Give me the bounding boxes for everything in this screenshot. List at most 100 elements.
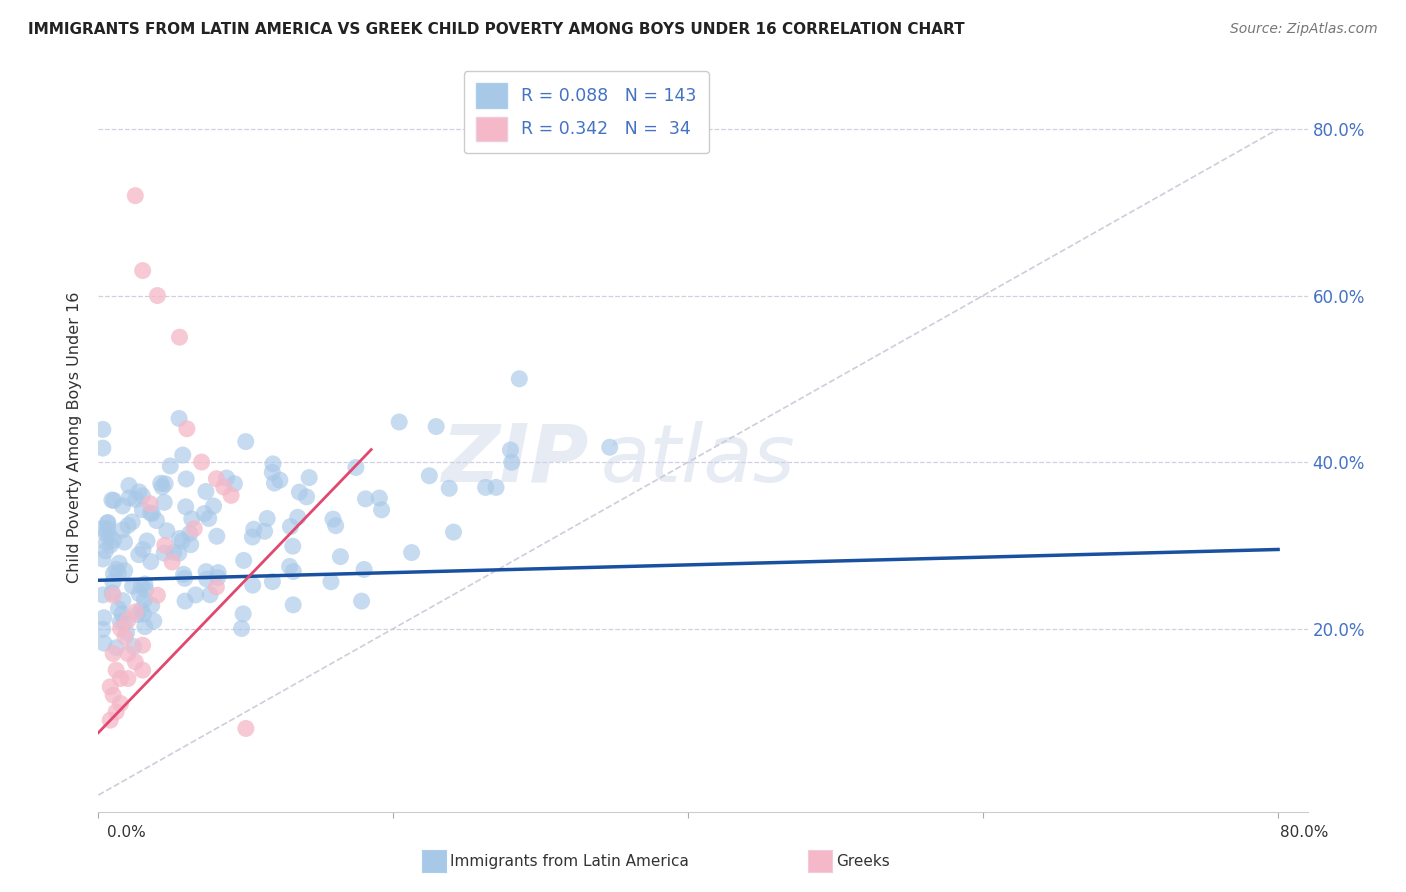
Point [298, 470, 321, 484]
Text: ZIP: ZIP [440, 420, 588, 499]
Point [508, 372, 530, 386]
Point [295, 490, 318, 504]
Point [139, 555, 162, 569]
Point [146, 288, 169, 302]
Point [117, 518, 139, 533]
Point [105, 663, 128, 677]
Point [215, 471, 238, 485]
Point [105, 640, 128, 655]
Point [111, 499, 134, 513]
Point [128, 548, 150, 562]
Point [283, 565, 305, 579]
Point [111, 607, 134, 621]
Point [156, 524, 179, 538]
Point [169, 532, 191, 546]
Point [167, 411, 190, 425]
Point [167, 546, 190, 560]
Point [329, 549, 352, 564]
Point [153, 476, 176, 491]
Point [205, 580, 228, 594]
Point [91, 521, 114, 535]
Point [103, 533, 125, 548]
Point [262, 574, 284, 589]
Point [94, 543, 117, 558]
Point [124, 605, 146, 619]
Point [474, 480, 496, 494]
Point [91, 552, 114, 566]
Point [172, 534, 194, 549]
Point [145, 514, 167, 528]
Point [97, 516, 120, 530]
Point [207, 566, 229, 580]
Point [96, 527, 118, 541]
Point [111, 593, 134, 607]
Point [110, 697, 132, 711]
Point [150, 480, 173, 494]
Point [142, 614, 165, 628]
Point [174, 594, 197, 608]
Point [242, 530, 264, 544]
Point [501, 455, 523, 469]
Point [105, 562, 128, 576]
Point [212, 480, 235, 494]
Point [125, 492, 148, 507]
Point [136, 533, 159, 548]
Point [131, 263, 153, 277]
Point [108, 556, 131, 570]
Point [96, 516, 118, 531]
Point [128, 484, 150, 499]
Point [499, 443, 522, 458]
Point [242, 578, 264, 592]
Point [370, 503, 392, 517]
Point [139, 497, 162, 511]
Point [118, 478, 141, 492]
Point [129, 579, 152, 593]
Point [115, 626, 138, 640]
Point [124, 188, 146, 202]
Point [235, 434, 257, 449]
Point [131, 502, 153, 516]
Point [131, 638, 153, 652]
Point [135, 582, 157, 597]
Point [128, 587, 150, 601]
Point [195, 565, 218, 579]
Point [160, 555, 183, 569]
Point [101, 493, 124, 508]
Point [319, 574, 342, 589]
Point [278, 559, 301, 574]
Point [118, 491, 141, 505]
Point [437, 481, 460, 495]
Point [114, 535, 136, 549]
Point [131, 489, 153, 503]
Point [114, 630, 136, 644]
Point [103, 566, 125, 581]
Point [110, 622, 132, 636]
Point [132, 607, 155, 622]
Point [269, 473, 291, 487]
Point [224, 476, 246, 491]
Point [287, 510, 309, 524]
Point [112, 615, 135, 630]
Point [443, 525, 465, 540]
Point [173, 567, 195, 582]
Point [325, 518, 347, 533]
Point [121, 515, 143, 529]
Point [101, 647, 124, 661]
Point [110, 672, 132, 686]
Point [159, 458, 181, 473]
Point [111, 523, 134, 537]
Point [195, 572, 218, 586]
Point [107, 566, 129, 580]
Point [101, 688, 124, 702]
Point [184, 588, 207, 602]
Point [368, 491, 391, 505]
Point [235, 722, 257, 736]
Legend: R = 0.088   N = 143, R = 0.342   N =  34: R = 0.088 N = 143, R = 0.342 N = 34 [464, 71, 709, 153]
Y-axis label: Child Poverty Among Boys Under 16: Child Poverty Among Boys Under 16 [67, 292, 83, 582]
Point [263, 476, 285, 491]
Point [207, 571, 229, 585]
Text: 0.0%: 0.0% [107, 825, 146, 839]
Point [127, 607, 149, 622]
Point [232, 607, 254, 621]
Point [97, 521, 120, 535]
